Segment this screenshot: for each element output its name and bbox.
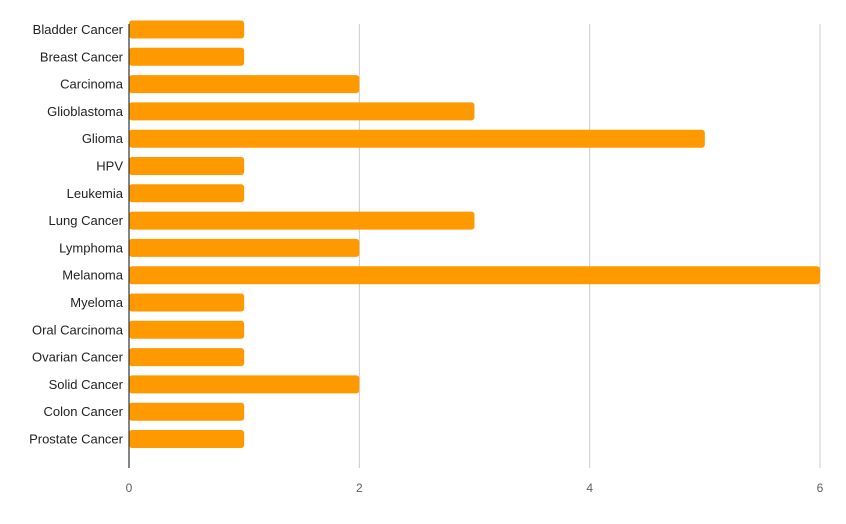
bar-myeloma[interactable] — [129, 293, 245, 312]
bar-bladder-cancer[interactable] — [129, 20, 245, 39]
category-label: Bladder Cancer — [33, 22, 124, 37]
x-tick-label: 6 — [817, 481, 824, 495]
bar-melanoma[interactable] — [129, 266, 820, 285]
category-label: Oral Carcinoma — [32, 322, 124, 337]
bar-prostate-cancer[interactable] — [129, 430, 245, 448]
category-label: Melanoma — [62, 268, 123, 283]
category-label: Lymphoma — [59, 240, 124, 255]
bars — [129, 20, 820, 448]
bar-ovarian-cancer[interactable] — [129, 348, 245, 367]
x-tick-labels: 0 2 4 6 — [126, 481, 824, 495]
category-label: Myeloma — [70, 295, 124, 310]
gridlines — [358, 24, 821, 468]
x-tick-label: 0 — [126, 481, 133, 495]
category-label: Lung Cancer — [49, 213, 124, 228]
category-label: Prostate Cancer — [29, 432, 124, 447]
category-label: Colon Cancer — [44, 404, 124, 419]
category-label: Leukemia — [67, 186, 124, 201]
category-label: HPV — [96, 159, 123, 174]
x-tick-label: 2 — [356, 481, 363, 495]
bar-glioblastoma[interactable] — [129, 102, 475, 121]
bar-glioma[interactable] — [129, 129, 705, 148]
bar-solid-cancer[interactable] — [129, 375, 360, 394]
category-label: Breast Cancer — [40, 49, 124, 64]
x-tick-label: 4 — [586, 481, 593, 495]
category-label: Carcinoma — [60, 77, 124, 92]
bar-colon-cancer[interactable] — [129, 402, 245, 421]
bar-lymphoma[interactable] — [129, 238, 360, 257]
bar-hpv[interactable] — [129, 157, 245, 175]
bar-carcinoma[interactable] — [129, 75, 360, 94]
bar-oral-carcinoma[interactable] — [129, 320, 245, 339]
category-label: Glioblastoma — [47, 104, 124, 119]
category-label: Solid Cancer — [49, 377, 124, 392]
bar-leukemia[interactable] — [129, 184, 245, 203]
category-label: Glioma — [82, 131, 124, 146]
category-label: Ovarian Cancer — [32, 350, 124, 365]
category-labels: Bladder Cancer Breast Cancer Carcinoma Glio… — [29, 22, 124, 447]
bar-breast-cancer[interactable] — [129, 47, 245, 66]
bar-lung-cancer[interactable] — [129, 211, 475, 230]
